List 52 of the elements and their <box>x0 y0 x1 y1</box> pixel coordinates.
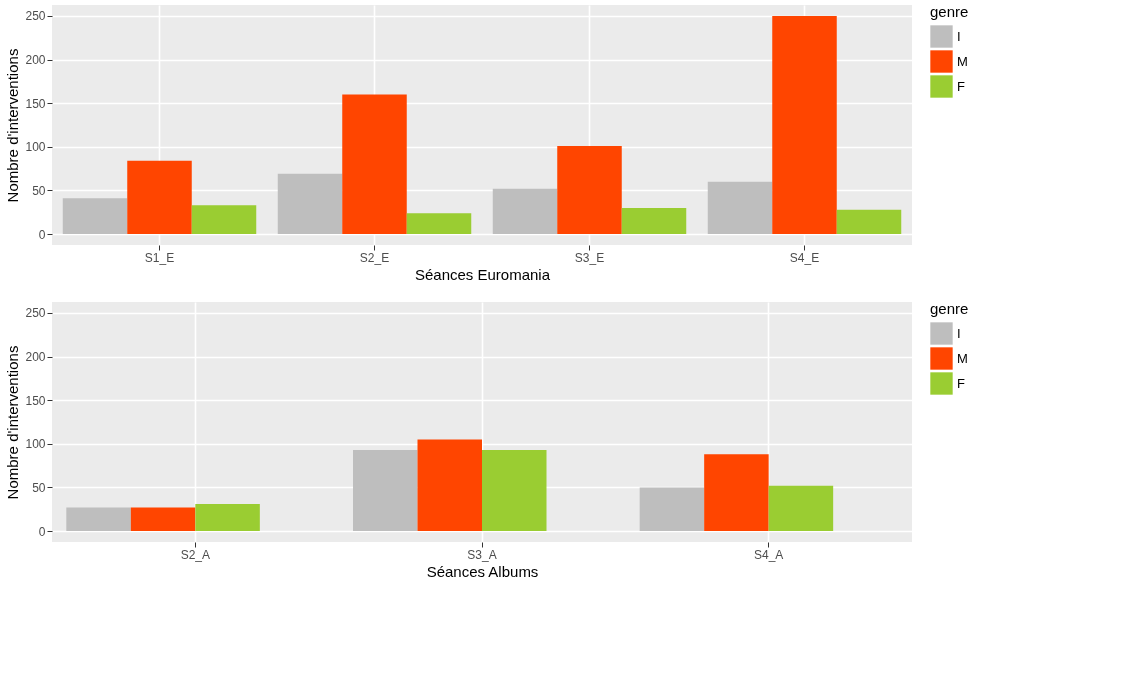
y-tick-label: 100 <box>25 140 46 155</box>
y-axis-title: Nombre d'interventions <box>4 48 22 203</box>
x-tick-label: S2_A <box>180 547 211 562</box>
bar <box>62 198 128 235</box>
legend-label: M <box>957 53 968 69</box>
bar <box>707 181 773 235</box>
legend-title: genre <box>930 3 969 20</box>
y-tick-label: 200 <box>25 350 46 365</box>
bar <box>492 188 558 235</box>
y-tick-label: 250 <box>25 9 46 24</box>
x-tick-label: S1_E <box>144 250 175 265</box>
x-tick-label: S2_E <box>359 250 390 265</box>
y-tick-label: 0 <box>38 227 46 242</box>
x-tick-label: S4_E <box>789 250 820 265</box>
y-axis-title: Nombre d'interventions <box>4 345 22 500</box>
bar <box>704 454 769 532</box>
bar <box>66 507 131 532</box>
bar <box>353 449 418 532</box>
bar <box>191 205 257 235</box>
y-tick-label: 0 <box>38 524 46 539</box>
bar <box>557 145 622 235</box>
x-tick-label: S3_A <box>467 547 497 562</box>
bar <box>417 439 482 532</box>
bar <box>836 209 902 235</box>
bar <box>772 15 837 235</box>
legend-label: I <box>957 325 961 341</box>
x-tick-label: S4_A <box>753 547 784 562</box>
bar <box>482 449 547 532</box>
legend-title: genre <box>930 300 969 317</box>
bar <box>277 173 343 235</box>
x-axis-title: Séances Euromania <box>414 265 551 283</box>
y-tick-label: 150 <box>25 96 46 111</box>
bar <box>768 485 834 532</box>
y-tick-label: 50 <box>32 183 46 198</box>
bar <box>127 160 192 235</box>
bar <box>130 507 196 532</box>
y-tick-label: 250 <box>25 306 46 321</box>
y-tick-label: 50 <box>32 480 46 495</box>
legend-label: F <box>957 78 965 94</box>
bar <box>621 207 687 235</box>
y-tick-label: 200 <box>25 53 46 68</box>
y-tick-label: 100 <box>25 437 46 452</box>
bar <box>342 94 407 235</box>
legend-label: F <box>957 375 965 391</box>
x-axis-title: Séances Albums <box>426 562 539 580</box>
bar <box>406 213 472 235</box>
bar <box>195 504 260 532</box>
y-tick-label: 150 <box>25 393 46 408</box>
bar <box>639 487 705 532</box>
x-tick-label: S3_E <box>574 250 605 265</box>
legend-label: M <box>957 350 968 366</box>
legend-label: I <box>957 28 961 44</box>
